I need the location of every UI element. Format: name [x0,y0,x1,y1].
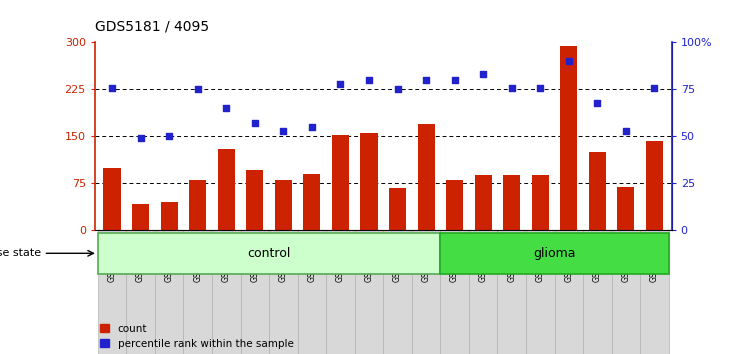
Bar [646,141,663,230]
Bar [355,230,383,354]
Bar [583,230,612,354]
Bar [526,230,555,354]
Text: control: control [247,247,291,260]
Bar [189,180,207,230]
Point [306,124,318,130]
Bar [474,175,492,230]
Point [220,105,232,111]
Bar [612,230,640,354]
Point [506,85,518,90]
Bar [155,230,183,354]
Point [563,58,575,64]
Point [135,136,147,141]
Bar [640,230,669,354]
Bar [446,180,464,230]
Text: glioma: glioma [534,247,576,260]
Bar [98,230,126,354]
Bar [298,230,326,354]
Point [649,85,661,90]
Bar [440,233,669,274]
Bar [497,230,526,354]
Bar [555,230,583,354]
Point [591,100,603,105]
Point [620,128,631,134]
Bar [303,174,320,230]
Point [449,77,461,83]
Text: disease state: disease state [0,248,41,258]
Bar [246,170,264,230]
Bar [218,149,235,230]
Point [192,87,204,92]
Point [164,134,175,139]
Bar [132,204,149,230]
Point [249,120,261,126]
Bar [161,202,177,230]
Bar [531,175,549,230]
Bar [274,180,292,230]
Bar [389,188,406,230]
Bar [589,152,606,230]
Bar [418,124,434,230]
Bar [240,230,269,354]
Point [534,85,546,90]
Point [277,128,289,134]
Bar [98,233,440,274]
Bar [361,133,377,230]
Bar [440,230,469,354]
Point [392,87,404,92]
Point [106,85,118,90]
Bar [126,230,155,354]
Bar [183,230,212,354]
Point [420,77,432,83]
Point [363,77,374,83]
Bar [383,230,412,354]
Text: GDS5181 / 4095: GDS5181 / 4095 [95,19,209,34]
Bar [332,135,349,230]
Legend: count, percentile rank within the sample: count, percentile rank within the sample [100,324,293,349]
Bar [326,230,355,354]
Bar [560,46,577,230]
Bar [412,230,440,354]
Bar [104,168,120,230]
Bar [212,230,240,354]
Bar [503,175,520,230]
Bar [469,230,497,354]
Bar [269,230,298,354]
Point [477,72,489,77]
Bar [618,187,634,230]
Point [334,81,346,87]
